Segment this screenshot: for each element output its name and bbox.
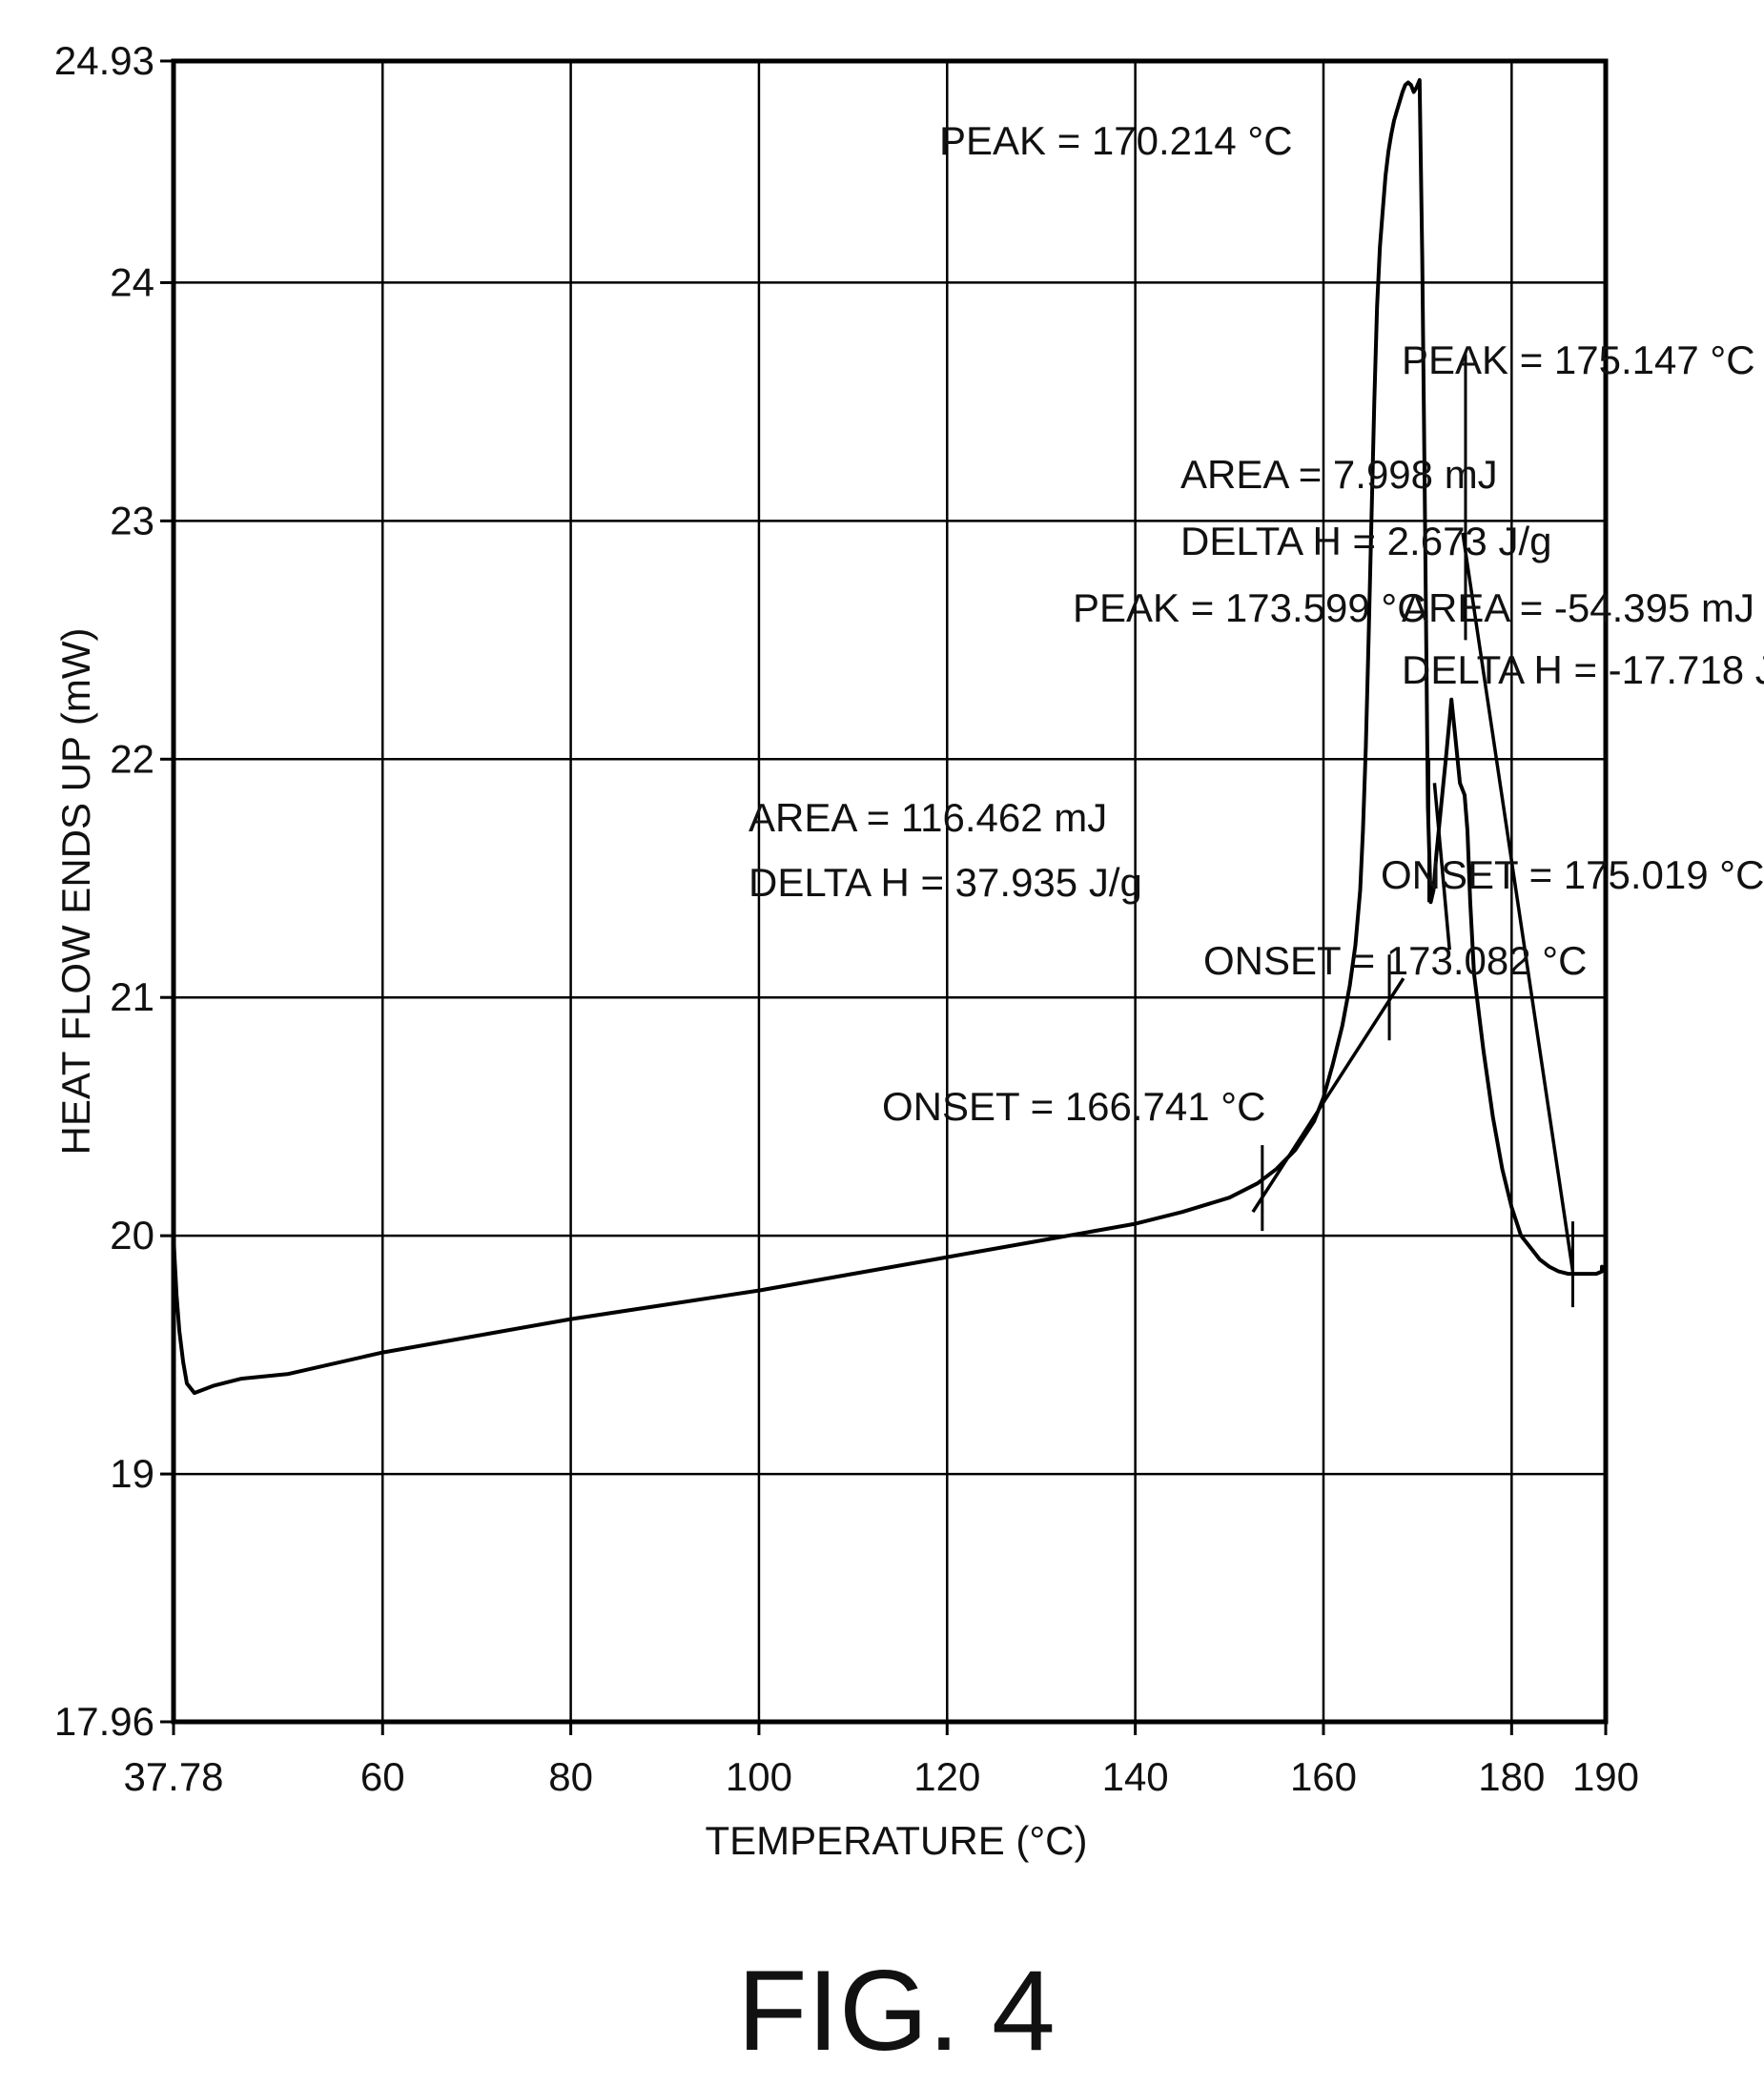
y-tick-label: 17.96 <box>54 1699 154 1744</box>
annotation-peak-170: PEAK = 170.214 °C <box>939 118 1293 163</box>
annotation-deltah-37935: DELTA H = 37.935 J/g <box>749 860 1142 905</box>
annotation-deltah-2673: DELTA H = 2.673 J/g <box>1180 519 1551 563</box>
y-tick-label: 19 <box>110 1451 154 1496</box>
y-tick-label: 20 <box>110 1213 154 1258</box>
annotation-area-54395: AREA = -54.395 mJ <box>1402 585 1754 630</box>
x-tick-label: 120 <box>913 1754 980 1799</box>
x-tick-label: 60 <box>360 1754 405 1799</box>
annotation-area-7998: AREA = 7.998 mJ <box>1180 452 1498 497</box>
x-tick-label: 180 <box>1478 1754 1545 1799</box>
figure-caption: FIG. 4 <box>737 1947 1055 2075</box>
y-tick-label: 23 <box>110 498 154 542</box>
annotation-area-116462: AREA = 116.462 mJ <box>749 795 1107 840</box>
x-tick-label: 100 <box>726 1754 792 1799</box>
annotation-onset-173: ONSET = 173.082 °C <box>1203 938 1587 983</box>
annotation-peak-173: PEAK = 173.599 °C <box>1073 585 1426 630</box>
y-tick-label: 24 <box>110 259 154 304</box>
x-tick-label: 37.78 <box>123 1754 223 1799</box>
x-axis-title: TEMPERATURE (°C) <box>705 1818 1087 1863</box>
y-tick-label: 22 <box>110 736 154 781</box>
y-tick-label: 21 <box>110 974 154 1019</box>
annotation-deltah-17718: DELTA H = -17.718 J/g <box>1402 647 1764 692</box>
annotation-peak-175: PEAK = 175.147 °C <box>1402 337 1755 382</box>
x-tick-label: 140 <box>1102 1754 1169 1799</box>
annotation-onset-166: ONSET = 166.741 °C <box>882 1084 1265 1129</box>
annotation-onset-175: ONSET = 175.019 °C <box>1381 852 1764 897</box>
y-tick-label: 24.93 <box>54 38 154 83</box>
x-tick-label: 190 <box>1572 1754 1639 1799</box>
x-tick-label: 80 <box>548 1754 593 1799</box>
y-axis-title: HEAT FLOW ENDS UP (mW) <box>53 627 98 1155</box>
x-tick-label: 160 <box>1290 1754 1357 1799</box>
